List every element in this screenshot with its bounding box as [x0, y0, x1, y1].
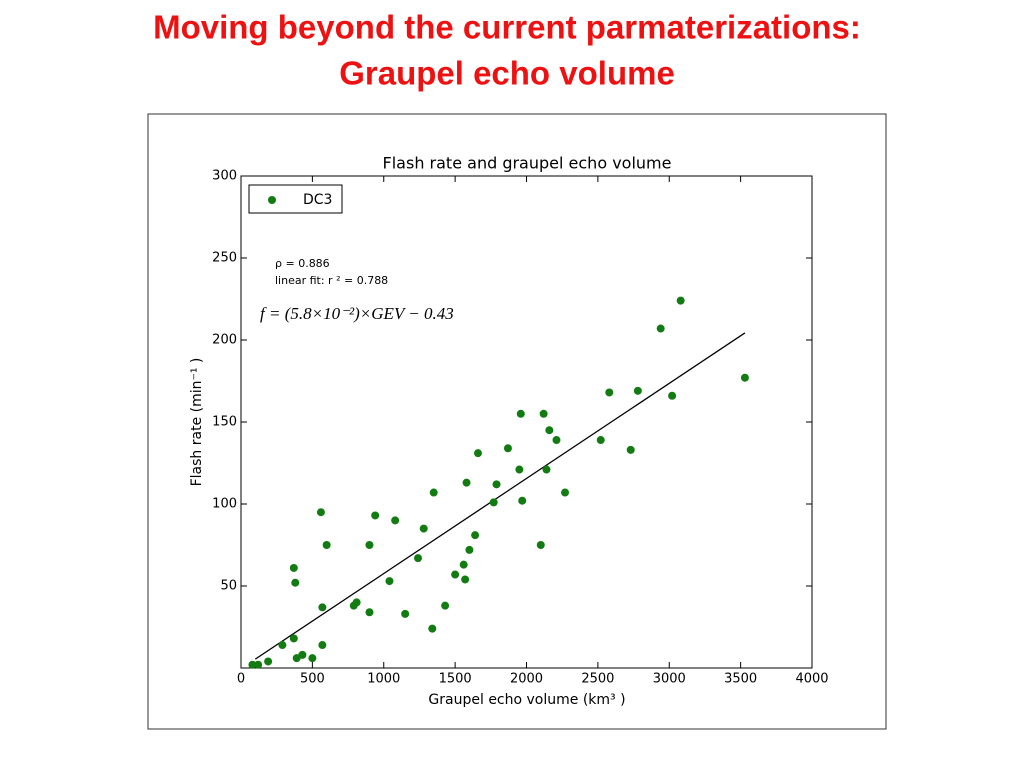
data-point [429, 488, 438, 497]
data-point [740, 373, 749, 382]
data-point [385, 577, 394, 586]
data-point [596, 436, 605, 445]
legend-label: DC3 [303, 192, 332, 208]
data-point [518, 496, 527, 505]
data-point [471, 531, 480, 540]
slide-title: Graupel echo volume [339, 55, 675, 92]
x-tick-label: 3500 [724, 672, 757, 687]
data-point [552, 436, 561, 445]
data-point [668, 391, 677, 400]
data-point [419, 524, 428, 533]
data-point [391, 516, 400, 525]
slide-title: Moving beyond the current parmaterizatio… [153, 9, 861, 46]
data-point [515, 465, 524, 474]
data-point [676, 296, 685, 305]
data-point [465, 545, 474, 554]
data-point [322, 541, 331, 549]
data-point [656, 324, 665, 333]
data-point [492, 480, 501, 489]
annotation: ρ = 0.886 [275, 257, 330, 270]
data-point [503, 444, 512, 453]
data-point [459, 560, 468, 569]
data-point [365, 541, 374, 549]
data-point [542, 465, 551, 474]
x-tick-label: 2500 [581, 672, 614, 687]
y-tick-label: 200 [212, 333, 237, 348]
data-point [401, 609, 410, 618]
x-tick-label: 3000 [653, 672, 686, 687]
chart-title: Flash rate and graupel echo volume [383, 154, 672, 173]
y-tick-label: 50 [220, 579, 237, 594]
data-point [536, 541, 545, 549]
data-point [264, 657, 273, 666]
data-point [633, 386, 642, 395]
data-point [561, 488, 570, 497]
data-point [539, 409, 548, 418]
data-point [298, 650, 307, 659]
y-tick-label: 250 [212, 251, 237, 266]
x-tick-label: 500 [300, 672, 325, 687]
x-tick-label: 2000 [510, 672, 543, 687]
data-point [462, 478, 471, 487]
data-point [316, 508, 325, 517]
data-point [605, 388, 614, 397]
fit-line [254, 332, 746, 660]
data-point [291, 578, 300, 587]
legend-marker [268, 196, 276, 204]
annotation: linear fit: r ² = 0.788 [275, 274, 388, 287]
data-point [371, 511, 380, 520]
data-point [428, 624, 437, 633]
data-point [626, 445, 635, 454]
y-axis-label: Flash rate (min⁻¹ ) [189, 358, 205, 487]
x-tick-label: 0 [237, 672, 245, 687]
data-point [451, 570, 460, 579]
equation: f = (5.8×10⁻²)×GEV − 0.43 [260, 304, 454, 323]
data-point [516, 409, 525, 418]
data-point [365, 608, 374, 617]
data-point [461, 575, 470, 584]
data-point [248, 660, 257, 669]
data-point [318, 641, 327, 650]
x-tick-label: 1500 [439, 672, 472, 687]
data-point [308, 654, 317, 663]
data-point [289, 634, 298, 643]
figure-frame [147, 113, 887, 730]
data-point [545, 426, 554, 435]
data-point [278, 641, 287, 650]
x-tick-label: 4000 [795, 672, 828, 687]
x-axis-label: Graupel echo volume (km³ ) [428, 692, 625, 708]
y-tick-label: 100 [212, 497, 237, 512]
data-point [352, 598, 361, 607]
data-point [318, 603, 327, 612]
data-point [489, 498, 498, 507]
data-point [473, 449, 482, 458]
data-point [289, 563, 298, 572]
legend-box [248, 184, 343, 214]
y-tick-label: 150 [212, 415, 237, 430]
data-point [254, 660, 263, 669]
x-tick-label: 1000 [367, 672, 400, 687]
data-point [414, 554, 423, 563]
y-tick-label: 300 [212, 169, 237, 184]
data-point [441, 601, 450, 610]
